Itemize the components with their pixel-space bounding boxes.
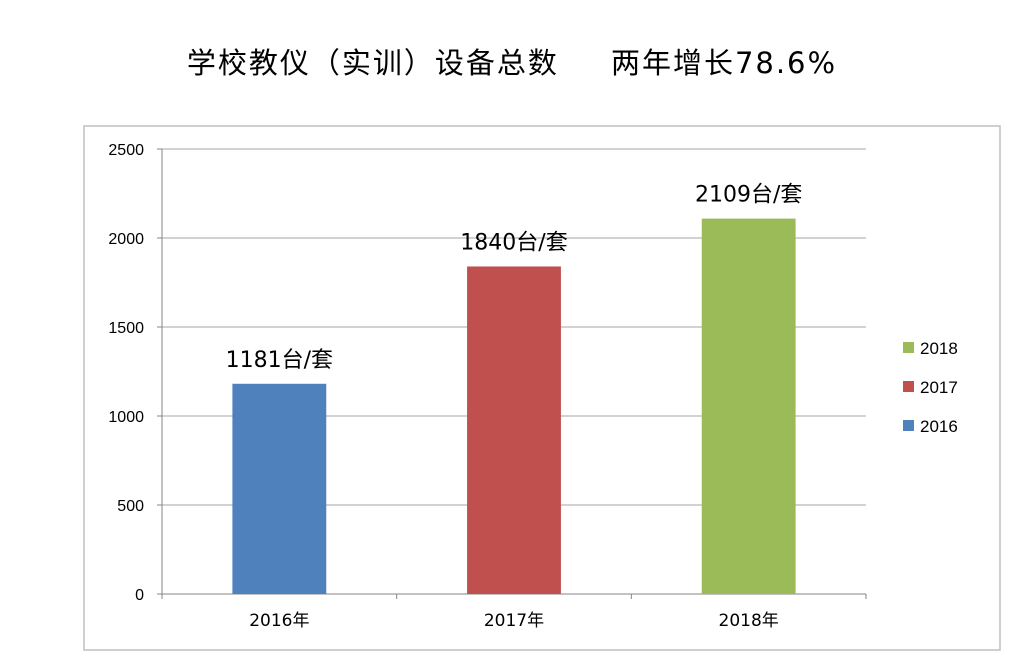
legend-swatch — [903, 342, 914, 353]
legend-label: 2018 — [920, 339, 958, 358]
data-labels: 1181台/套 1840台/套 2109台/套 — [226, 183, 803, 373]
y-tick-label: 2000 — [108, 231, 144, 248]
y-tick-label: 1500 — [108, 320, 144, 337]
axes: 0 500 1000 1500 2000 2500 2016年 2017年 2018年 — [108, 142, 867, 631]
x-tick-label: 2018年 — [719, 611, 779, 631]
y-tick-label: 0 — [135, 587, 144, 604]
x-tick-label: 2016年 — [249, 611, 309, 631]
bar-2017年 — [467, 266, 561, 594]
x-tick-label: 2017年 — [484, 611, 544, 631]
legend: 2018 2017 2016 — [903, 339, 958, 436]
data-label: 1840台/套 — [460, 230, 567, 255]
data-label: 1181台/套 — [226, 348, 333, 373]
data-label: 2109台/套 — [695, 183, 802, 208]
chart-title-growth: 两年增长78.6% — [610, 46, 838, 80]
legend-swatch — [903, 381, 914, 392]
bar-2016年 — [232, 383, 327, 594]
legend-label: 2017 — [920, 378, 958, 397]
bar-2018年 — [701, 218, 796, 594]
bars — [232, 218, 796, 594]
legend-swatch — [903, 420, 914, 431]
y-tick-label: 2500 — [108, 142, 144, 159]
chart-title-main: 学校教仪（实训）设备总数 — [186, 46, 559, 80]
y-tick-label: 1000 — [108, 409, 144, 426]
y-tick-label: 500 — [117, 498, 144, 515]
chart-title: 学校教仪（实训）设备总数 两年增长78.6% — [0, 40, 1024, 82]
legend-label: 2016 — [920, 417, 958, 436]
